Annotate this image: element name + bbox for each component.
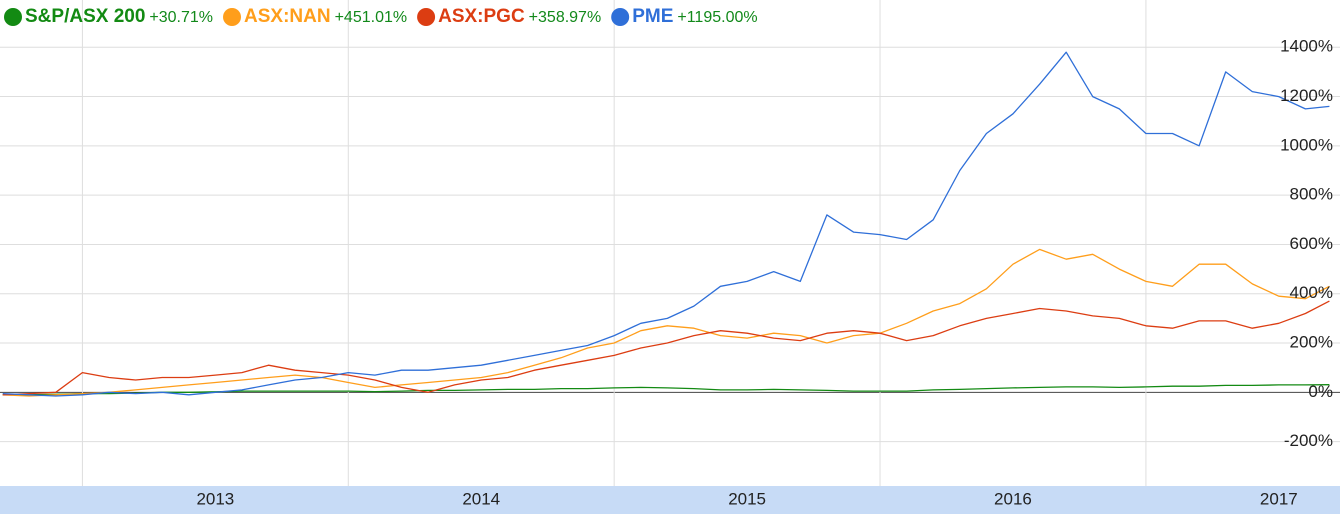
x-tick-label: 2015 — [728, 489, 766, 508]
y-tick-label: -200% — [1284, 431, 1333, 450]
legend-marker — [417, 8, 436, 26]
legend-name: PME — [632, 6, 673, 27]
legend-name: S&P/ASX 200 — [25, 6, 145, 27]
labels: -200% 0% 200% 400% 600% 800% 1000% 1200% 1400% 20… — [196, 37, 1333, 509]
legend-name: ASX:NAN — [244, 6, 331, 27]
series-line — [2, 300, 1330, 396]
x-axis-band — [0, 486, 1340, 514]
grid — [0, 0, 1340, 486]
y-tick-label: 200% — [1290, 333, 1333, 352]
series-line — [2, 248, 1330, 397]
x-tick-label: 2016 — [994, 489, 1032, 508]
legend-change: +358.97% — [529, 9, 602, 26]
y-tick-label: 1200% — [1280, 86, 1333, 105]
x-tick-label: 2014 — [462, 489, 500, 508]
lines — [2, 51, 1330, 397]
x-tick-label: 2017 — [1260, 489, 1298, 508]
legend-marker — [611, 8, 630, 26]
y-tick-label: 0% — [1308, 382, 1333, 401]
series-line — [2, 51, 1330, 397]
y-tick-label: 400% — [1290, 283, 1333, 302]
legend-change: +30.71% — [149, 9, 213, 26]
y-tick-label: 1000% — [1280, 135, 1333, 154]
y-tick-label: 600% — [1290, 234, 1333, 253]
y-tick-label: 1400% — [1280, 37, 1333, 56]
legend-change: +451.01% — [335, 9, 408, 26]
legend-name: ASX:PGC — [438, 6, 525, 27]
x-tick-label: 2013 — [196, 489, 234, 508]
legend-change: +1195.00% — [677, 9, 757, 26]
legend-marker — [223, 8, 242, 26]
legend: S&P/ASX 200 +30.71% ASX:NAN +451.01% ASX:PGC… — [4, 6, 758, 27]
legend-marker — [4, 8, 22, 26]
y-tick-label: 800% — [1290, 185, 1333, 204]
